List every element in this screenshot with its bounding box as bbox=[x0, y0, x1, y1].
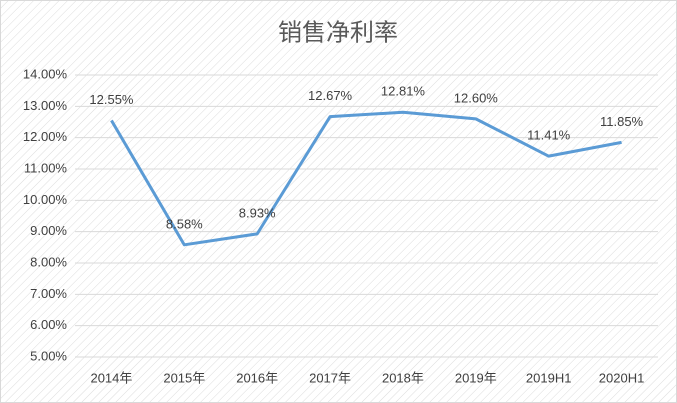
x-tick-label: 2014年 bbox=[90, 370, 132, 385]
x-tick-label: 2019H1 bbox=[526, 370, 572, 385]
chart-title: 销售净利率 bbox=[278, 19, 398, 46]
y-tick-label: 12.00% bbox=[23, 129, 68, 144]
x-tick-label: 2018年 bbox=[382, 370, 424, 385]
y-tick-label: 9.00% bbox=[30, 223, 67, 238]
y-tick-label: 5.00% bbox=[30, 348, 67, 363]
y-tick-label: 14.00% bbox=[23, 66, 68, 81]
x-tick-label: 2017年 bbox=[309, 370, 351, 385]
x-tick-label: 2020H1 bbox=[599, 370, 645, 385]
data-label: 12.60% bbox=[454, 90, 499, 105]
y-tick-label: 11.00% bbox=[24, 160, 68, 175]
line-series bbox=[110, 110, 622, 247]
x-tick-label: 2016年 bbox=[236, 370, 278, 385]
x-tick-label: 2015年 bbox=[163, 370, 205, 385]
x-tick-label: 2019年 bbox=[455, 370, 497, 385]
data-label: 12.81% bbox=[381, 84, 426, 99]
data-label: 11.41% bbox=[527, 128, 571, 143]
data-label: 8.58% bbox=[166, 216, 203, 231]
y-tick-label: 7.00% bbox=[30, 286, 67, 301]
y-tick-label: 8.00% bbox=[30, 254, 67, 269]
data-label: 12.67% bbox=[308, 88, 353, 103]
y-tick-label: 10.00% bbox=[23, 192, 68, 207]
data-label: 8.93% bbox=[239, 205, 276, 220]
y-tick-label: 13.00% bbox=[23, 98, 68, 113]
data-label: 11.85% bbox=[600, 114, 644, 129]
data-label: 12.55% bbox=[89, 92, 134, 107]
y-tick-label: 6.00% bbox=[30, 317, 67, 332]
